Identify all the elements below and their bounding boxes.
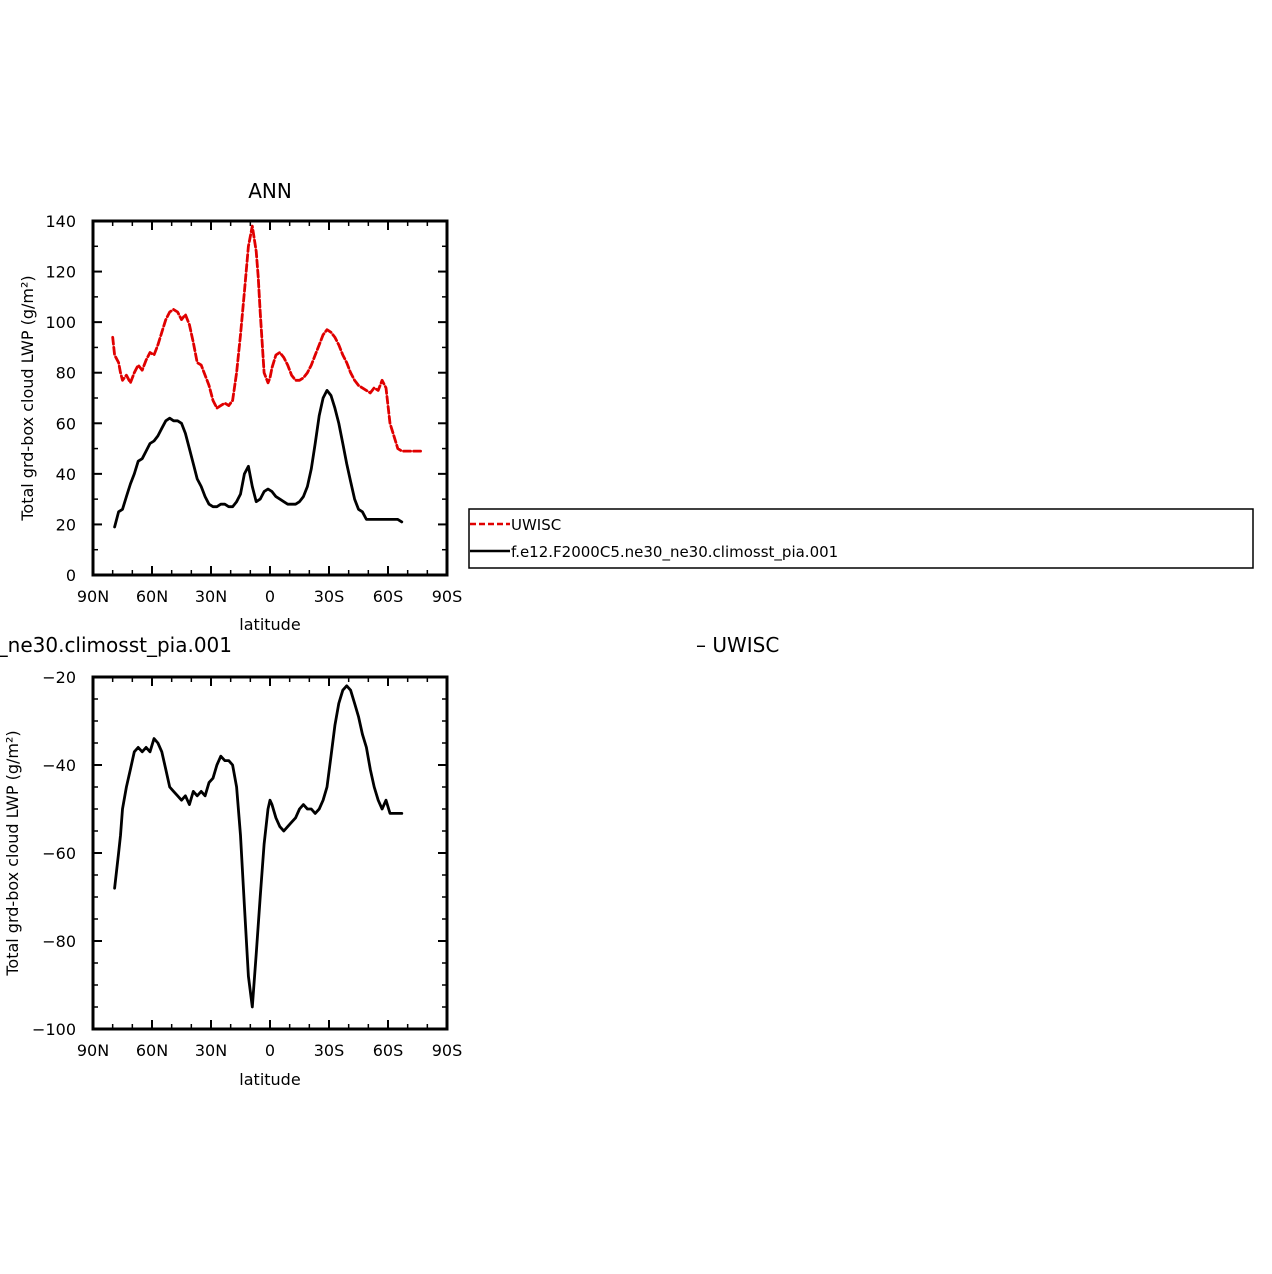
y-tick-label: 0 [66, 566, 76, 585]
x-tick-label: 30S [314, 1041, 345, 1060]
bottom-panel-ticks [92, 676, 448, 1030]
top-panel-frame [91, 219, 449, 577]
x-tick-label: 30N [195, 1041, 227, 1060]
x-tick-label: 90N [77, 587, 109, 606]
bottom-panel-y-axis-title: Total grd-box cloud LWP (g/m²) [3, 730, 22, 976]
x-tick-label: 90S [432, 1041, 463, 1060]
y-tick-label: −40 [42, 756, 76, 775]
x-tick-label: 60N [136, 587, 168, 606]
bottom-panel-right-title: – UWISC [696, 633, 779, 657]
x-tick-label: 60S [373, 587, 404, 606]
series-line-model [113, 684, 404, 1009]
y-tick-label: 60 [56, 414, 76, 433]
x-tick-label: 90N [77, 1041, 109, 1060]
bottom-panel-frame [91, 675, 449, 1031]
top-panel: ANN 90N 60N 30N 0 30S 60S 90S 0 20 40 60 80 100 120 1… [18, 179, 462, 634]
top-panel-y-axis-title: Total grd-box cloud LWP (g/m²) [18, 275, 37, 521]
y-tick-label: −80 [42, 932, 76, 951]
y-tick-label: −60 [42, 844, 76, 863]
bottom-panel-y-tick-labels: −100 −80 −60 −40 −20 [32, 668, 76, 1039]
legend: UWISC f.e12.F2000C5.ne30_ne30.climosst_p… [468, 508, 1254, 569]
bottom-panel-series [113, 684, 404, 1009]
top-panel-y-tick-labels: 0 20 40 60 80 100 120 140 [45, 212, 76, 585]
top-panel-x-tick-labels: 90N 60N 30N 0 30S 60S 90S [77, 587, 462, 606]
x-tick-label: 60N [136, 1041, 168, 1060]
top-panel-ticks [92, 220, 448, 576]
x-tick-label: 30S [314, 587, 345, 606]
x-tick-label: 60S [373, 1041, 404, 1060]
bottom-panel: f.e12.F2000C5.ne30_ne30.climosst_pia.001… [0, 633, 779, 1089]
y-tick-label: 80 [56, 364, 76, 383]
bottom-panel-x-axis-title: latitude [239, 1070, 300, 1089]
bottom-panel-left-title: f.e12.F2000C5.ne30_ne30.climosst_pia.001 [0, 633, 232, 657]
x-tick-label: 30N [195, 587, 227, 606]
y-tick-label: 100 [45, 313, 76, 332]
y-tick-label: −100 [32, 1020, 76, 1039]
legend-box [468, 508, 1254, 569]
top-panel-x-axis-title: latitude [239, 615, 300, 634]
y-tick-label: 140 [45, 212, 76, 231]
y-tick-label: −20 [42, 668, 76, 687]
x-tick-label: 0 [265, 1041, 275, 1060]
series-line-model [113, 389, 404, 529]
x-tick-label: 0 [265, 587, 275, 606]
y-tick-label: 40 [56, 465, 76, 484]
top-panel-title: ANN [248, 179, 292, 203]
top-panel-series [111, 224, 425, 529]
bottom-panel-x-tick-labels: 90N 60N 30N 0 30S 60S 90S [77, 1041, 462, 1060]
series-line-uwisc [111, 224, 425, 453]
legend-label-uwisc: UWISC [511, 516, 561, 534]
y-tick-label: 20 [56, 515, 76, 534]
y-tick-label: 120 [45, 263, 76, 282]
legend-label-model: f.e12.F2000C5.ne30_ne30.climosst_pia.001 [511, 543, 838, 562]
x-tick-label: 90S [432, 587, 463, 606]
